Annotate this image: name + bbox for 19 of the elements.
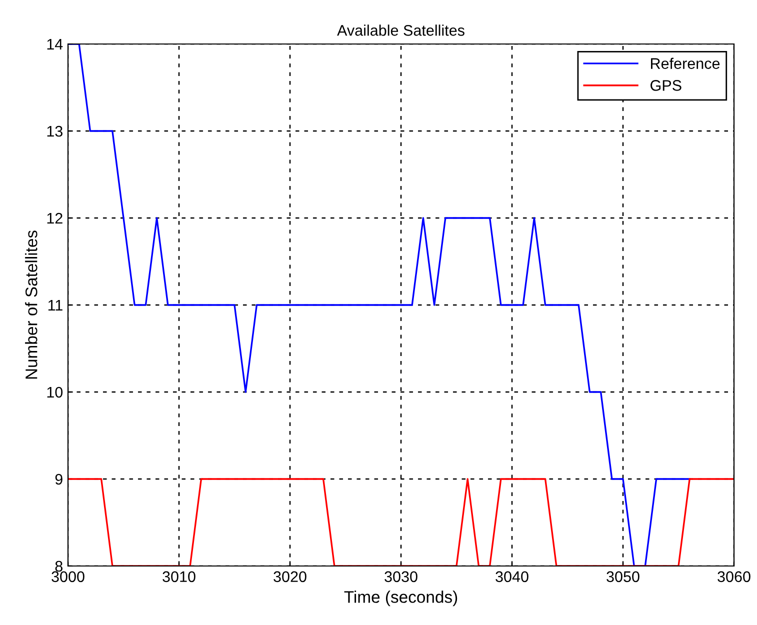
y-tick-label: 10 xyxy=(47,386,63,398)
x-tick-label: 3010 xyxy=(162,571,196,582)
x-tick-label: 3020 xyxy=(274,571,306,582)
y-tick-label: 11 xyxy=(48,300,62,311)
y-tick-label: 9 xyxy=(55,474,62,485)
legend-label: Reference xyxy=(651,58,720,69)
y-tick-label: 8 xyxy=(55,560,62,572)
x-axis-title: Time (seconds) xyxy=(344,590,458,606)
y-axis-title: Number of Satellites xyxy=(25,230,38,379)
x-tick-label: 3050 xyxy=(606,571,640,582)
x-tick-label: 3030 xyxy=(384,571,418,582)
x-tick-label: 3000 xyxy=(52,571,84,582)
x-tick-label: 3040 xyxy=(496,571,528,582)
legend-label: GPS xyxy=(650,80,682,91)
y-tick-label: 14 xyxy=(47,39,63,50)
x-tick-label: 3060 xyxy=(718,571,750,582)
chart-title: Available Satellites xyxy=(337,24,464,36)
y-tick-label: 12 xyxy=(47,212,62,224)
y-tick-label: 13 xyxy=(47,126,62,137)
